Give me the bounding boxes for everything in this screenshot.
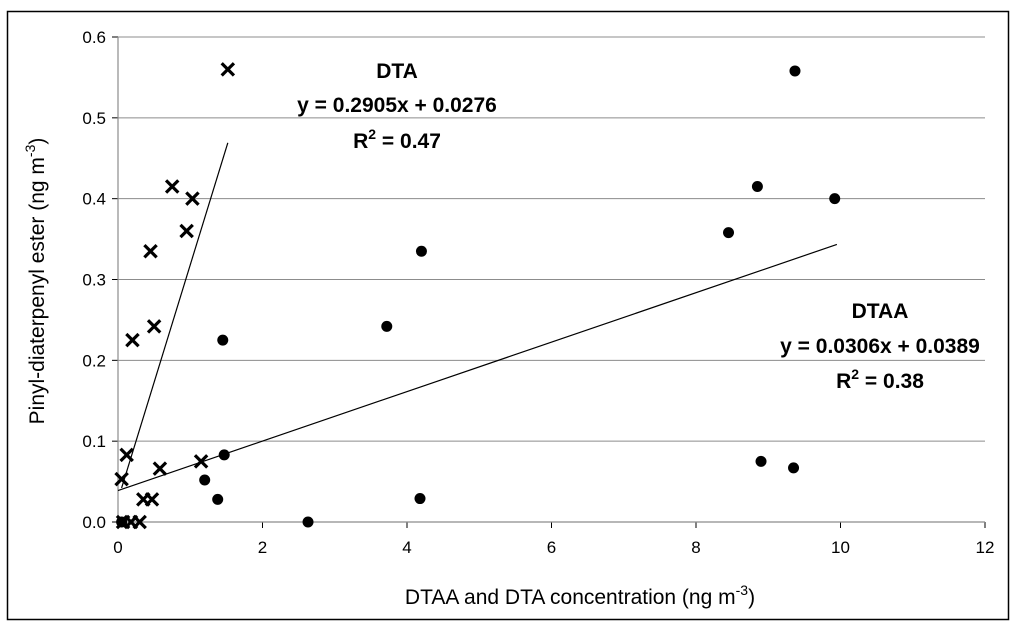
x-tick-label: 0: [113, 538, 122, 557]
dta-point-x-marker: [179, 223, 194, 239]
y-tick-label: 0.4: [82, 190, 106, 209]
dta-annotation-equation: y = 0.2905x + 0.0276: [297, 94, 497, 117]
dtaa-point-circle-marker: [751, 181, 763, 193]
y-tick-label: 0.1: [82, 432, 106, 451]
dtaa-point-circle-marker: [789, 65, 801, 77]
dtaa-point-circle-marker: [414, 493, 426, 505]
dtaa-point-circle-marker: [302, 516, 314, 528]
dta-point-x-marker: [152, 461, 168, 476]
dtaa-trend-line: [117, 243, 838, 492]
dtaa-point-circle-marker: [116, 516, 128, 528]
y-axis-title: Pinyl-diaterpenyl ester (ng m-3): [22, 138, 49, 425]
x-tick-label: 6: [547, 538, 556, 557]
y-tick-labels: 0.0 0.1 0.2 0.3 0.4 0.5 0.6: [82, 28, 106, 532]
dta-point-x-marker: [220, 62, 236, 77]
dta-point-x-marker: [164, 179, 180, 194]
x-axis-title: DTAA and DTA concentration (ng m-3): [405, 582, 755, 609]
dta-trend-line: [121, 142, 229, 489]
dtaa-annotation-r2: R2 = 0.38: [836, 366, 924, 393]
y-tick-label: 0.6: [82, 28, 106, 47]
dta-point-x-marker: [146, 319, 162, 334]
x-tick-label: 12: [976, 538, 995, 557]
dtaa-point-circle-marker: [381, 320, 393, 332]
dta-point-x-marker: [144, 492, 160, 507]
dtaa-point-circle-marker: [199, 474, 211, 486]
y-tick-label: 0.5: [82, 109, 106, 128]
dta-point-x-marker: [119, 447, 134, 463]
y-tick-label: 0.0: [82, 513, 106, 532]
dtaa-annotation-equation: y = 0.0306x + 0.0389: [780, 335, 980, 358]
x-tick-labels: 0 2 4 6 8 10 12: [113, 538, 994, 557]
dta-point-x-marker: [193, 454, 209, 469]
data-points: [114, 62, 841, 530]
dta-point-x-marker: [132, 514, 147, 530]
dta-point-x-marker: [114, 471, 129, 487]
dtaa-point-circle-marker: [218, 449, 230, 461]
dtaa-point-circle-marker: [212, 493, 224, 505]
dta-point-x-marker: [185, 191, 200, 206]
dtaa-point-circle-marker: [788, 462, 800, 474]
dta-annotation-name: DTA: [376, 60, 418, 83]
x-tick-label: 10: [831, 538, 850, 557]
dtaa-point-circle-marker: [723, 227, 735, 239]
x-tick-label: 8: [691, 538, 700, 557]
x-tick-label: 2: [258, 538, 267, 557]
dtaa-point-circle-marker: [217, 334, 229, 346]
y-tick-label: 0.3: [82, 271, 106, 290]
dta-point-x-marker: [125, 332, 140, 348]
dtaa-point-circle-marker: [755, 455, 767, 467]
y-tick-label: 0.2: [82, 351, 106, 370]
dtaa-annotation-name: DTAA: [852, 300, 909, 323]
trend-lines: [117, 142, 838, 492]
x-tick-label: 4: [402, 538, 411, 557]
dta-point-x-marker: [143, 243, 158, 259]
dta-annotation-r2: R2 = 0.47: [353, 126, 441, 153]
dtaa-point-circle-marker: [829, 193, 841, 205]
dtaa-point-circle-marker: [415, 245, 427, 257]
